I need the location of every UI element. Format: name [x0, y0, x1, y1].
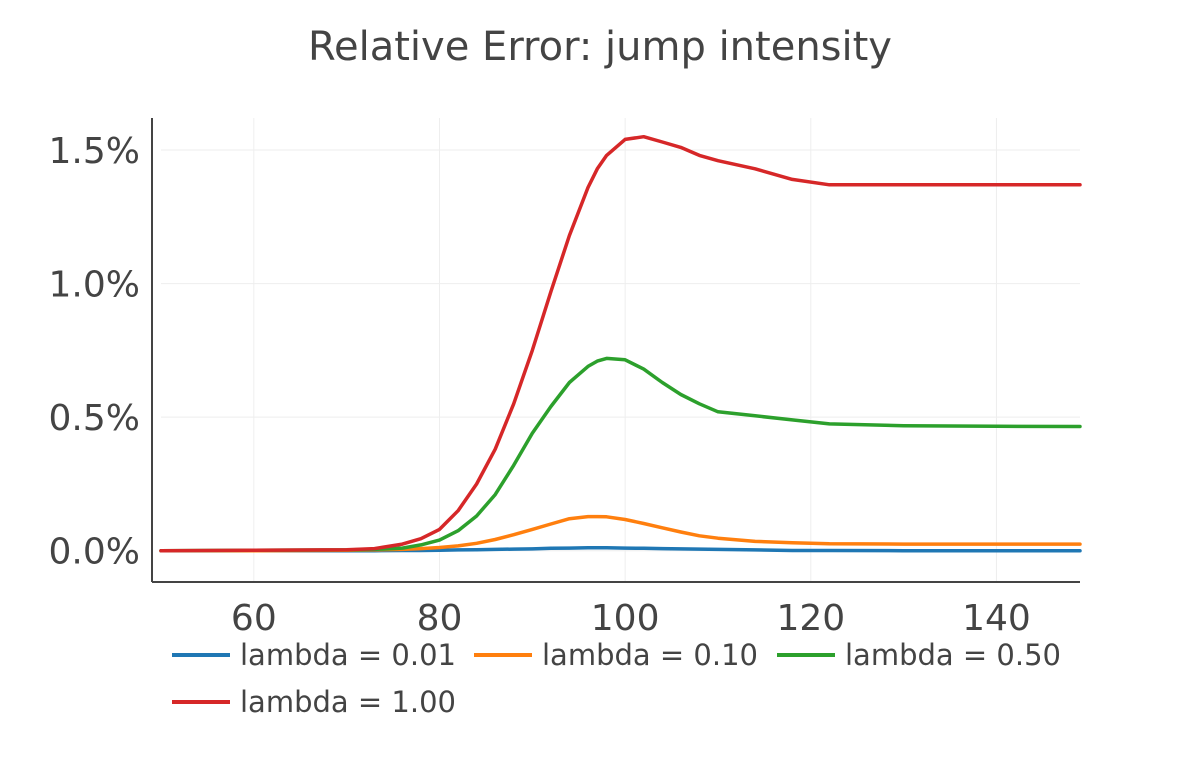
x-tick-label: 80 — [417, 598, 463, 639]
grid — [161, 118, 1080, 582]
x-tick-label: 120 — [776, 598, 845, 639]
legend-item[interactable]: lambda = 0.01 — [172, 638, 456, 672]
y-tick-label: 1.0% — [49, 265, 140, 306]
x-tick-label: 60 — [231, 598, 277, 639]
series-line-4 — [159, 134, 1082, 553]
y-tick-label: 0.5% — [49, 398, 140, 439]
legend-item[interactable]: lambda = 0.50 — [777, 638, 1061, 672]
legend-label: lambda = 1.00 — [240, 685, 456, 719]
tick-labels: 0.0% 0.5% 1.0% 1.5% 60 80 100 120 140 — [49, 131, 1031, 639]
plot-area — [159, 134, 1082, 553]
legend-label: lambda = 0.50 — [845, 638, 1061, 672]
legend[interactable]: lambda = 0.01 lambda = 0.10 lambda = 0.50 l… — [172, 638, 1061, 719]
chart-title: Relative Error: jump intensity — [308, 24, 892, 70]
legend-item[interactable]: lambda = 1.00 — [172, 685, 456, 719]
x-tick-label: 100 — [591, 598, 660, 639]
series-line-3 — [159, 356, 1082, 553]
y-tick-label: 0.0% — [49, 532, 140, 573]
x-tick-label: 140 — [962, 598, 1031, 639]
legend-item[interactable]: lambda = 0.10 — [474, 638, 758, 672]
series-line-2 — [159, 514, 1082, 553]
legend-label: lambda = 0.10 — [542, 638, 758, 672]
legend-label: lambda = 0.01 — [240, 638, 456, 672]
y-tick-label: 1.5% — [49, 131, 140, 172]
axes — [151, 118, 1080, 583]
